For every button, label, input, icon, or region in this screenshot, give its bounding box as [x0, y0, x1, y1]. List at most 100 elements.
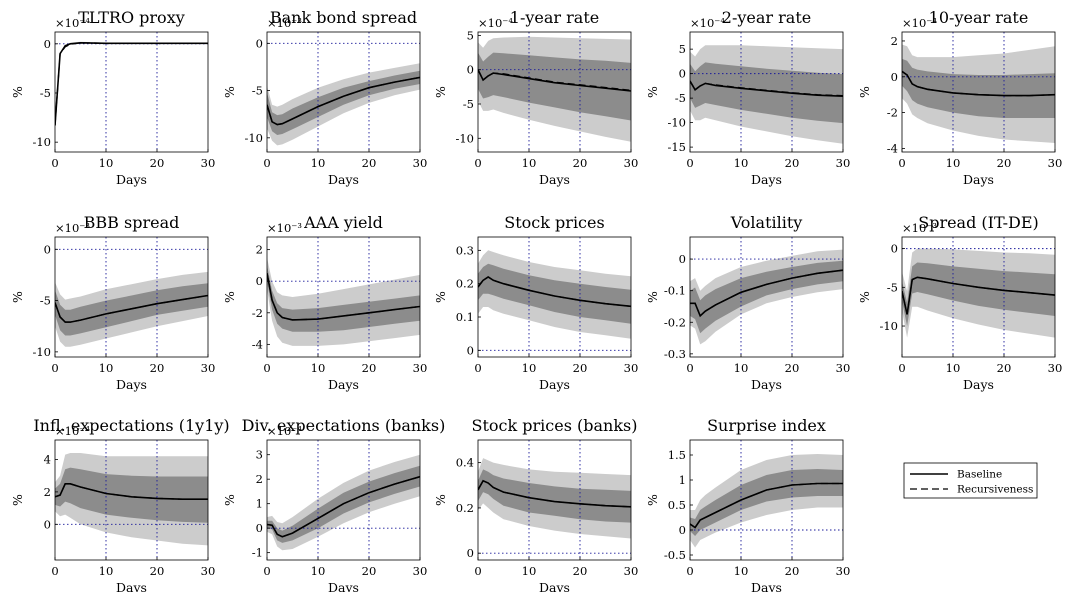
title-bankbond: Bank bond spread	[270, 8, 417, 27]
xlabel-rate10y: Days	[963, 172, 994, 187]
band-outer-tltro	[55, 41, 208, 127]
xtick-label-stocks: 10	[522, 361, 537, 375]
title-rate1y: 1-year rate	[510, 8, 599, 27]
xlabel-stocks: Days	[539, 377, 570, 392]
plot-area-div	[267, 440, 420, 560]
multiplier-tltro: ×10⁻⁴	[55, 16, 90, 30]
xlabel-aaa: Days	[328, 377, 359, 392]
axes-frame-surprise	[689, 439, 844, 561]
ylabel-tltro: %	[10, 86, 25, 98]
xtick-label-aaa: 10	[311, 361, 326, 375]
title-stocksbanks: Stock prices (banks)	[472, 416, 638, 435]
ytick-label-bbb: -10	[32, 345, 51, 359]
ytick-label-rate10y: 2	[891, 34, 898, 48]
xlabel-infl: Days	[116, 580, 147, 592]
xtick-label-rate10y: 10	[946, 156, 961, 170]
ytick-label-vol: -0.3	[664, 347, 686, 361]
plot-area-rate2y	[690, 32, 843, 152]
xtick-label-div: 10	[311, 564, 326, 578]
multiplier-aaa: ×10⁻³	[267, 221, 302, 235]
xtick-label-stocksbanks: 30	[624, 564, 639, 578]
axes-frame-infl	[54, 439, 209, 561]
ytick-label-rate1y: -5	[463, 97, 474, 111]
multiplier-rate2y: ×10⁻⁴	[690, 16, 725, 30]
series-baseline-stocksbanks	[478, 479, 631, 508]
ylabel-bbb: %	[10, 291, 25, 303]
xtick-label-rate1y: 20	[573, 156, 588, 170]
ytick-label-vol: -0.1	[664, 284, 686, 298]
title-rate2y: 2-year rate	[722, 8, 811, 27]
xtick-label-rate10y: 20	[997, 156, 1012, 170]
xtick-label-rate1y: 0	[474, 156, 481, 170]
ytick-label-div: 2	[256, 472, 263, 486]
ytick-label-bbb: -5	[40, 294, 51, 308]
ytick-label-vol: -0.2	[664, 315, 686, 329]
xtick-label-bbb: 10	[99, 361, 114, 375]
xlabel-div: Days	[328, 580, 359, 592]
ylabel-rate10y: %	[857, 86, 872, 98]
xtick-label-rate10y: 0	[898, 156, 905, 170]
xtick-label-rate10y: 30	[1048, 156, 1063, 170]
ytick-label-stocksbanks: 0.2	[456, 501, 474, 515]
xtick-label-stocksbanks: 0	[474, 564, 481, 578]
band-inner-rate1y	[478, 52, 631, 121]
band-inner-rate2y	[690, 62, 843, 124]
ytick-label-surprise: 0	[679, 523, 686, 537]
xtick-label-surprise: 30	[836, 564, 851, 578]
series-baseline-tltro	[55, 41, 208, 126]
ytick-label-aaa: -4	[252, 337, 263, 351]
series-baseline-spread	[902, 276, 1055, 315]
series-baseline-infl	[55, 483, 208, 500]
series-baseline-surprise	[690, 482, 843, 529]
xlabel-tltro: Days	[116, 172, 147, 187]
title-spread: Spread (IT-DE)	[918, 213, 1039, 232]
ylabel-rate1y: %	[433, 86, 448, 98]
xtick-label-aaa: 20	[362, 361, 377, 375]
title-infl: Infl. expectations (1y1y)	[33, 416, 229, 435]
plot-area-bankbond	[267, 32, 420, 152]
ytick-label-rate1y: -10	[455, 131, 474, 145]
ylabel-stocksbanks: %	[433, 494, 448, 506]
series-baseline-rate1y	[478, 69, 631, 92]
ytick-label-rate2y: -5	[675, 91, 686, 105]
title-aaa: AAA yield	[303, 213, 383, 232]
axes-frame-bankbond	[266, 31, 421, 153]
panel-rate1y: 0 10 20 30 5 0 -5 -10 Days% ×10⁻⁴1-year rate	[433, 8, 638, 187]
series-baseline-rate2y	[690, 80, 843, 97]
band-inner-surprise	[690, 469, 843, 536]
ytick-label-aaa: -2	[252, 306, 263, 320]
xtick-label-tltro: 20	[150, 156, 165, 170]
ytick-label-stocks: 0	[467, 343, 474, 357]
plot-area-stocksbanks	[478, 440, 631, 560]
axes-frame-rate2y	[689, 31, 844, 153]
ytick-label-rate2y: -15	[667, 140, 686, 154]
title-div: Div. expectations (banks)	[242, 416, 446, 435]
ytick-label-rate2y: -10	[667, 116, 686, 130]
multiplier-div: ×10⁻⁴	[267, 424, 302, 438]
xtick-label-bankbond: 20	[362, 156, 377, 170]
plot-area-infl	[55, 440, 208, 560]
ytick-label-div: 3	[256, 448, 263, 462]
xlabel-rate1y: Days	[539, 172, 570, 187]
ytick-label-stocks: 0.1	[456, 310, 474, 324]
legend-label-baseline: Baseline	[957, 469, 1002, 481]
ytick-label-stocksbanks: 0	[467, 546, 474, 560]
ytick-label-div: 0	[256, 521, 263, 535]
axes-frame-rate10y	[901, 31, 1056, 153]
xtick-label-div: 20	[362, 564, 377, 578]
axes-frame-stocks	[477, 236, 632, 358]
series-baseline-aaa	[267, 273, 420, 321]
band-inner-stocks	[478, 263, 631, 324]
panel-stocksbanks: 0 10 20 30 0.4 0.2 0 Days% Stock prices (banks)	[433, 416, 638, 592]
ytick-label-stocks: 0.3	[456, 243, 474, 257]
ytick-label-bbb: 0	[44, 242, 51, 256]
series-recursiveness-tltro	[55, 42, 208, 126]
xtick-label-infl: 0	[51, 564, 58, 578]
xtick-label-infl: 20	[150, 564, 165, 578]
panel-rate2y: 0 10 20 30 5 0 -5 -10 -15 Days% ×10⁻⁴2-year rate	[645, 8, 850, 187]
